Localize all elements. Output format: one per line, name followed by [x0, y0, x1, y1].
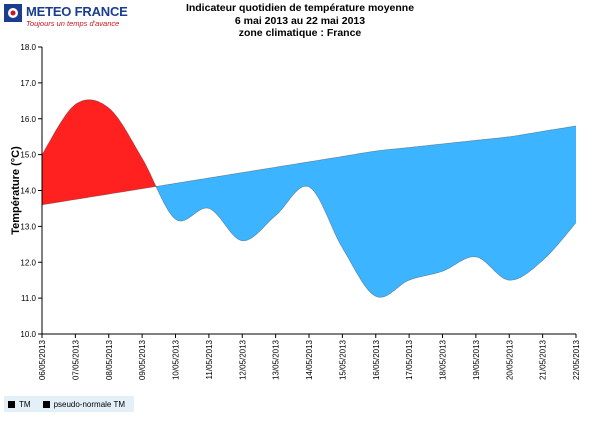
legend-item-tm: TM [8, 400, 31, 409]
legend-label-normale: pseudo-normale TM [53, 399, 126, 409]
legend-item-normale: pseudo-normale TM [42, 399, 126, 409]
x-tick-label: 14/05/2013 [305, 339, 314, 380]
chart-legend: TM pseudo-normale TM [4, 396, 134, 412]
legend-swatch-normale [42, 400, 50, 408]
x-tick-label: 07/05/2013 [71, 339, 80, 380]
chart-title-block: Indicateur quotidien de température moye… [150, 2, 450, 40]
x-tick-label: 15/05/2013 [338, 339, 347, 380]
y-tick-label: 16.0 [20, 115, 36, 124]
x-tick-label: 17/05/2013 [405, 339, 414, 380]
logo-name: METEO FRANCE [26, 4, 128, 19]
y-tick-label: 13.0 [20, 222, 36, 231]
chart-subtitle-zone: zone climatique : France [238, 27, 362, 39]
legend-swatch-tm [8, 400, 15, 408]
x-tick-label: 08/05/2013 [105, 339, 114, 380]
series-line-tm [41, 99, 577, 298]
x-tick-label: 21/05/2013 [539, 339, 548, 380]
x-tick-label: 09/05/2013 [138, 339, 147, 380]
y-tick-label: 10.0 [20, 330, 36, 339]
y-tick-label: 14.0 [20, 187, 36, 196]
meteo-france-logo: METEO FRANCE Toujours un temps d'avance [4, 4, 129, 30]
area-below-normal-1 [155, 125, 576, 298]
y-tick-label: 15.0 [20, 151, 36, 160]
y-tick-label: 11.0 [21, 294, 37, 303]
x-tick-label: 10/05/2013 [172, 339, 181, 380]
series-line-normale [41, 125, 577, 206]
x-tick-label: 12/05/2013 [238, 339, 247, 380]
y-axis-label: Température (°C) [10, 146, 22, 235]
chart-subtitle: 6 mai 2013 au 22 mai 2013 [234, 14, 366, 27]
x-tick-label: 18/05/2013 [439, 339, 448, 380]
logo-tagline: Toujours un temps d'avance [26, 19, 120, 28]
y-tick-label: 12.0 [20, 258, 36, 267]
chart-title: Indicateur quotidien de température moye… [185, 2, 415, 14]
legend-label-tm: TM [19, 399, 31, 409]
x-tick-label: 19/05/2013 [472, 339, 481, 380]
y-tick-label: 17.0 [20, 79, 36, 88]
area-above-normal-0 [42, 99, 158, 205]
meteo-france-logo-icon [4, 4, 22, 22]
y-tick-label: 18.0 [20, 43, 36, 52]
x-tick-label: 22/05/2013 [572, 339, 581, 380]
x-tick-label: 16/05/2013 [372, 339, 381, 380]
x-tick-label: 06/05/2013 [38, 339, 47, 380]
x-tick-label: 11/05/2013 [205, 339, 214, 379]
x-tick-label: 13/05/2013 [272, 339, 281, 380]
x-tick-label: 20/05/2013 [505, 339, 514, 380]
